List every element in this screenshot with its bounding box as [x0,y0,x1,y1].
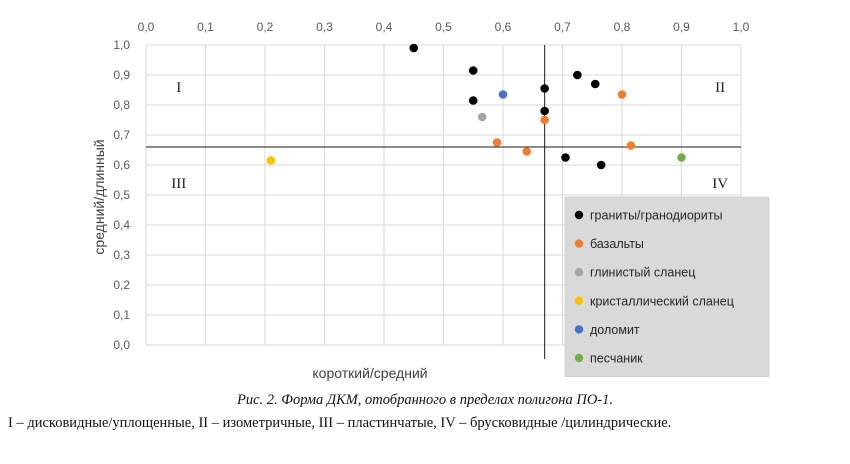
legend-marker [574,268,584,277]
legend-label: доломит [590,323,640,337]
quadrant-label: II [715,80,725,96]
y-tick-label: 0,3 [113,248,130,262]
quadrant-label: IV [712,176,728,192]
legend-marker [574,296,584,305]
data-point [468,96,478,105]
data-point [617,90,627,99]
reference-lines [146,45,741,359]
legend-label: кристаллический сланец [590,294,734,308]
data-points [266,43,686,170]
legend-label: базальты [590,237,644,251]
y-axis-title: средний/длинный [91,139,107,254]
data-point [540,115,549,125]
x-tick-label: 1,0 [733,20,750,34]
data-point [522,147,532,156]
x-tick-label: 0,6 [495,20,512,34]
data-point [492,138,502,147]
y-tick-label: 0,1 [113,308,130,322]
figure-note: I – дисковидные/уплощенные, II – изометр… [8,415,672,431]
data-point [477,112,487,122]
legend-label: граниты/гранодиориты [590,209,722,223]
quadrant-label: III [171,176,186,192]
data-point [266,156,276,165]
y-tick-label: 0,9 [113,68,130,82]
y-tick-label: 0,4 [113,218,130,232]
y-tick-label: 0,2 [113,278,130,292]
y-tick-labels: 0,0 0,1 0,2 0,3 0,4 0,5 0,6 0,7 0,8 0,9 1,0 [113,38,130,352]
data-point [468,66,478,75]
y-tick-label: 0,7 [113,128,130,142]
legend: граниты/гранодиориты базальты глинистый сл… [564,196,770,377]
x-tick-label: 0,8 [614,20,631,34]
x-tick-label: 0,7 [554,20,571,34]
legend-marker [574,325,584,334]
y-tick-label: 0,6 [113,158,130,172]
data-point [573,70,582,80]
figure-caption: Рис. 2. Форма ДКМ, отобранного в предела… [236,392,613,408]
legend-marker [574,353,584,363]
x-tick-label: 0,4 [376,20,393,34]
scatter-chart: 0,0 0,1 0,2 0,3 0,4 0,5 0,6 0,7 0,8 0,9 1,0 0,0 0,1… [91,20,770,381]
x-tick-label: 0,2 [257,20,274,34]
legend-label: глинистый сланец [590,266,695,280]
x-tick-label: 0,3 [316,20,333,34]
y-tick-label: 0,8 [113,98,130,112]
x-tick-label: 0,1 [197,20,214,34]
data-point [561,153,570,162]
data-point [498,90,508,99]
data-point [540,84,549,93]
x-tick-labels: 0,0 0,1 0,2 0,3 0,4 0,5 0,6 0,7 0,8 0,9 1,0 [138,20,750,34]
x-tick-label: 0,5 [435,20,452,34]
legend-box [564,196,770,377]
legend-marker [574,239,584,248]
legend-marker [574,210,584,220]
y-tick-label: 1,0 [113,38,130,52]
data-point [540,106,549,116]
data-point [626,141,636,150]
y-tick-label: 0,0 [113,338,130,352]
data-point [590,79,600,89]
x-axis-title: короткий/средний [312,365,427,381]
legend-label: песчаник [590,352,643,366]
data-point [677,153,686,162]
x-tick-label: 0,9 [673,20,690,34]
x-tick-label: 0,0 [138,20,155,34]
data-point [409,43,419,53]
data-point [596,160,606,170]
y-tick-label: 0,5 [113,188,130,202]
quadrant-label: I [176,80,181,96]
